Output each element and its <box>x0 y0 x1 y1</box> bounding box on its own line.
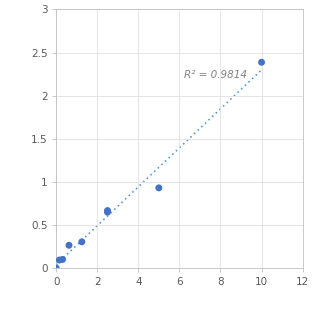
Point <box>60 257 65 262</box>
Point <box>66 243 71 248</box>
Point <box>54 266 59 271</box>
Text: R² = 0.9814: R² = 0.9814 <box>183 70 246 80</box>
Point <box>259 60 264 65</box>
Point <box>57 257 62 262</box>
Point <box>156 185 161 190</box>
Point <box>105 210 110 215</box>
Point <box>105 208 110 213</box>
Point <box>79 239 84 244</box>
